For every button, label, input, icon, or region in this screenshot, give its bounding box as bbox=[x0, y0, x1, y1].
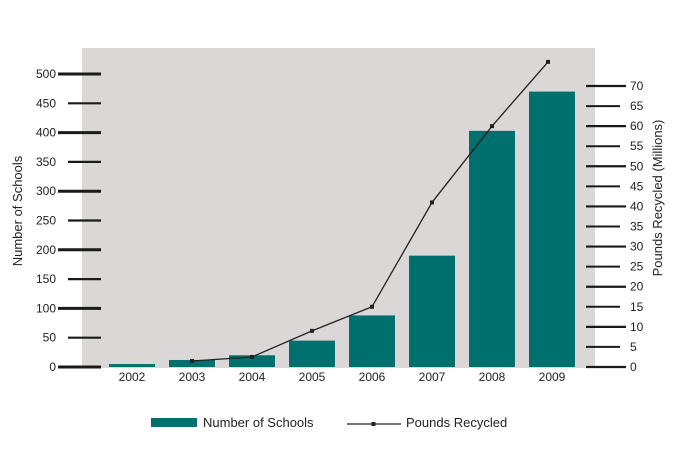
y-tick-label-right: 70 bbox=[630, 79, 644, 93]
x-tick-label: 2008 bbox=[479, 370, 506, 384]
y-axis-title-left: Number of Schools bbox=[10, 155, 25, 266]
x-tick-label: 2004 bbox=[239, 370, 266, 384]
bar-2002 bbox=[109, 364, 155, 367]
bar-2007 bbox=[409, 255, 455, 367]
bar-series bbox=[109, 91, 575, 367]
y-tick-label-right: 15 bbox=[630, 300, 644, 314]
y-tick-label-left: 350 bbox=[36, 155, 56, 169]
y-tick-label-left: 200 bbox=[36, 243, 56, 257]
y-tick-label-left: 300 bbox=[36, 184, 56, 198]
legend: Number of Schools Pounds Recycled bbox=[151, 415, 507, 430]
y-tick-label-right: 40 bbox=[630, 199, 644, 213]
y-tick-label-left: 100 bbox=[36, 301, 56, 315]
y-tick-label-right: 60 bbox=[630, 119, 644, 133]
right-axis: 0 5 10 15 20 25 30 35 40 45 50 55 60 65 70 bbox=[586, 79, 644, 374]
line-point bbox=[370, 304, 374, 309]
legend-swatch-schools bbox=[151, 418, 197, 427]
x-tick-label: 2002 bbox=[119, 370, 146, 384]
x-tick-label: 2007 bbox=[419, 370, 446, 384]
bar-2008 bbox=[469, 130, 515, 367]
y-tick-label-right: 65 bbox=[630, 99, 644, 113]
y-tick-label-left: 150 bbox=[36, 272, 56, 286]
y-tick-label-left: 0 bbox=[49, 360, 56, 374]
y-tick-label-right: 35 bbox=[630, 220, 644, 234]
line-point bbox=[250, 354, 254, 359]
y-tick-label-right: 25 bbox=[630, 260, 644, 274]
line-series bbox=[190, 59, 550, 363]
y-tick-label-left: 400 bbox=[36, 126, 56, 140]
line-point bbox=[310, 328, 314, 333]
bar-2004 bbox=[229, 355, 275, 367]
y-tick-label-right: 45 bbox=[630, 179, 644, 193]
y-tick-label-right: 55 bbox=[630, 139, 644, 153]
left-axis: 0 50 100 150 200 250 300 350 400 450 500 bbox=[36, 67, 101, 374]
y-tick-label-right: 10 bbox=[630, 320, 644, 334]
legend-marker-pounds bbox=[371, 422, 376, 426]
x-tick-label: 2003 bbox=[179, 370, 206, 384]
x-tick-label: 2005 bbox=[299, 370, 326, 384]
y-tick-label-left: 500 bbox=[36, 67, 56, 81]
line-point bbox=[190, 358, 194, 363]
y-axis-title-right: Pounds Recycled (Millions) bbox=[650, 120, 665, 277]
y-tick-label-left: 450 bbox=[36, 96, 56, 110]
bar-2006 bbox=[349, 315, 395, 367]
x-tick-label: 2009 bbox=[539, 370, 566, 384]
y-tick-label-right: 20 bbox=[630, 280, 644, 294]
legend-label-pounds: Pounds Recycled bbox=[406, 415, 507, 430]
bar-2003 bbox=[169, 359, 215, 367]
legend-label-schools: Number of Schools bbox=[203, 415, 314, 430]
bar-2005 bbox=[289, 340, 335, 367]
y-tick-label-right: 5 bbox=[630, 340, 637, 354]
y-tick-label-left: 50 bbox=[43, 331, 57, 345]
y-tick-label-right: 0 bbox=[630, 360, 637, 374]
y-tick-label-right: 50 bbox=[630, 159, 644, 173]
bar-2009 bbox=[529, 91, 575, 367]
x-tick-labels: 2002 2003 2004 2005 2006 2007 2008 2009 bbox=[119, 370, 566, 384]
line-point bbox=[546, 59, 550, 64]
x-tick-label: 2006 bbox=[359, 370, 386, 384]
line-point bbox=[490, 124, 494, 129]
line-point bbox=[430, 200, 434, 205]
y-tick-label-right: 30 bbox=[630, 240, 644, 254]
y-tick-label-left: 250 bbox=[36, 214, 56, 228]
